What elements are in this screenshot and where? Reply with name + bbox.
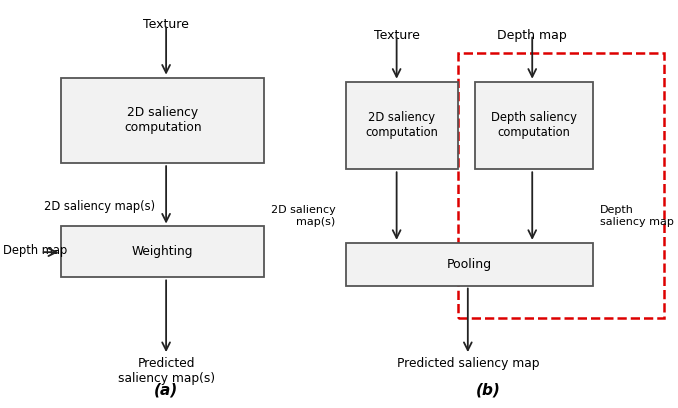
Text: Predicted
saliency map(s): Predicted saliency map(s) (117, 357, 215, 385)
Text: 2D saliency
computation: 2D saliency computation (365, 111, 438, 140)
Text: Depth saliency
computation: Depth saliency computation (491, 111, 577, 140)
Text: 2D saliency
computation: 2D saliency computation (124, 106, 201, 134)
Text: Depth
saliency map: Depth saliency map (600, 206, 674, 227)
Text: (b): (b) (476, 383, 500, 398)
Text: (a): (a) (154, 383, 178, 398)
Text: Pooling: Pooling (447, 258, 492, 271)
FancyBboxPatch shape (346, 82, 458, 169)
FancyBboxPatch shape (475, 82, 593, 169)
FancyBboxPatch shape (61, 226, 264, 277)
FancyBboxPatch shape (61, 78, 264, 163)
Text: 2D saliency
map(s): 2D saliency map(s) (271, 206, 336, 227)
Text: 2D saliency map(s): 2D saliency map(s) (44, 200, 155, 213)
Text: Predicted saliency map: Predicted saliency map (397, 357, 539, 370)
Text: Texture: Texture (143, 18, 189, 31)
Text: Depth map: Depth map (3, 244, 68, 257)
Text: Weighting: Weighting (132, 246, 193, 258)
Text: Texture: Texture (374, 29, 420, 42)
FancyBboxPatch shape (346, 243, 593, 286)
Text: Depth map: Depth map (498, 29, 567, 42)
